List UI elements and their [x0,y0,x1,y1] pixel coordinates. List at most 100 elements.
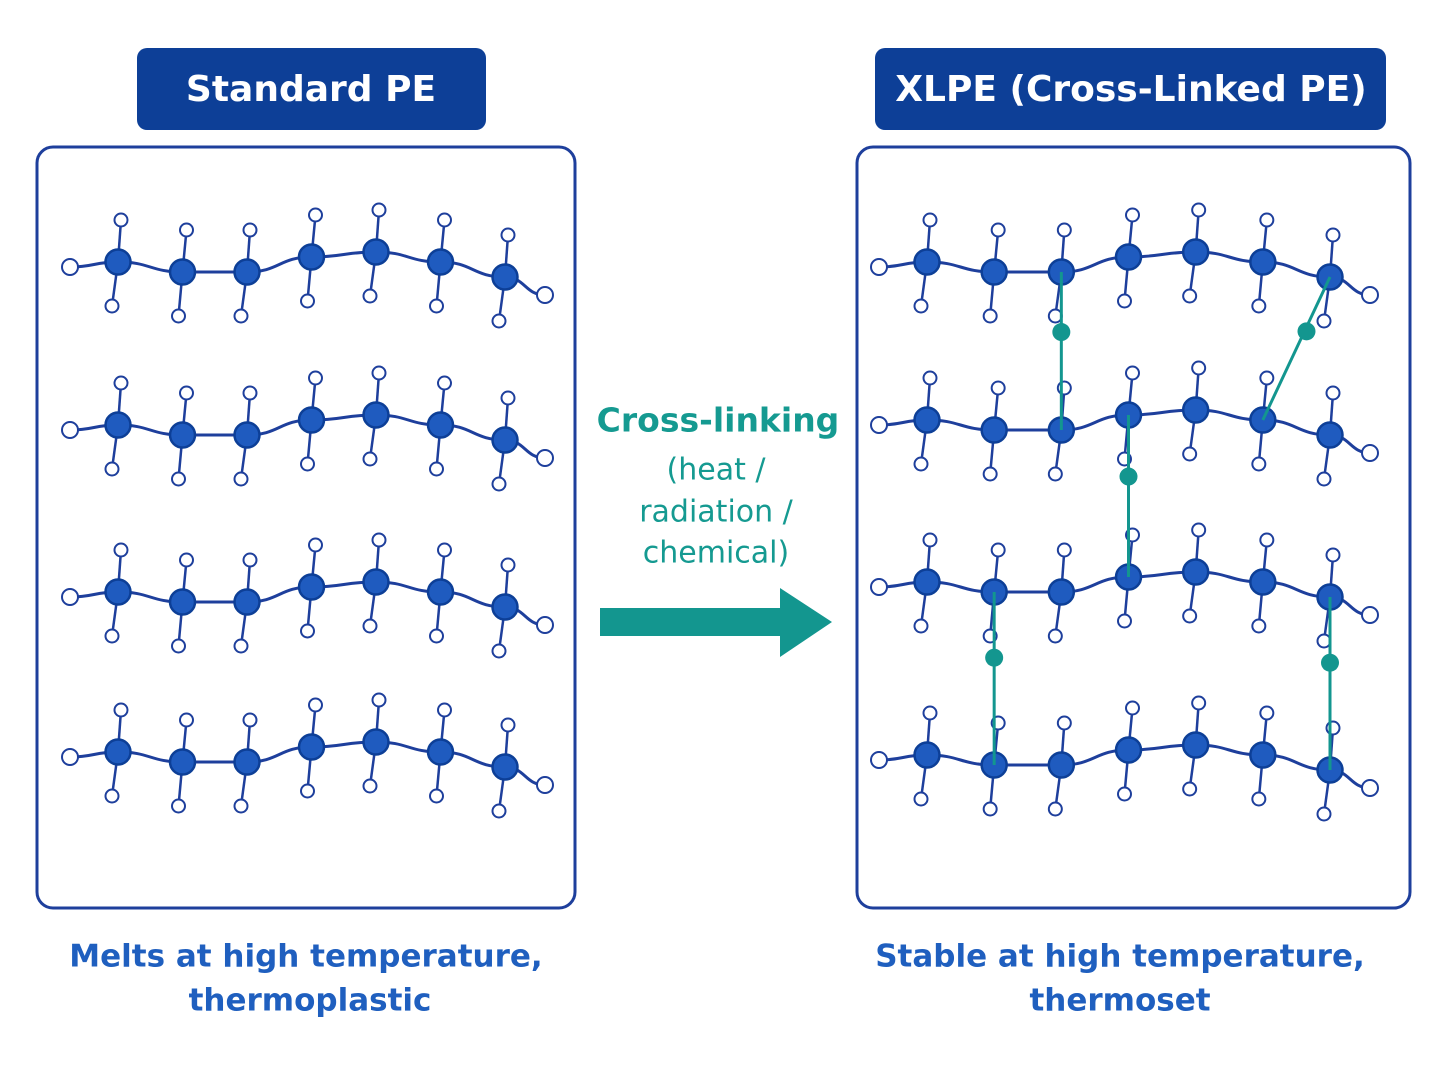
hydrogen [990,542,1006,558]
hydrogen [1117,613,1132,629]
carbon [1316,421,1344,449]
hydrogen [113,702,129,718]
carbon [104,738,132,766]
carbon [1181,558,1210,586]
carbon [1181,396,1210,424]
hydrogen [171,308,186,324]
carbon [297,733,326,761]
hydrogen [990,222,1006,238]
hydrogen [113,375,129,391]
hydrogen [1325,385,1341,401]
hydrogen [362,778,378,794]
hydrogen [922,370,938,386]
hydrogen [233,471,249,487]
hydrogen [308,697,323,713]
carbon [233,748,261,776]
link-node [1297,322,1316,341]
hydrogen [179,222,194,238]
caption: thermoplastic [189,983,432,1019]
carbon [913,248,941,276]
hydrogen [300,623,315,639]
arrow-label: Cross-linking [597,401,840,440]
hydrogen [870,751,888,769]
right-title: XLPE (Cross-Linked PE) [895,69,1366,110]
hydrogen [491,643,507,659]
hydrogen [308,207,323,223]
hydrogen [429,461,444,477]
hydrogen [1125,207,1140,223]
hydrogen [179,385,194,401]
hydrogen [913,791,929,807]
hydrogen [870,578,888,596]
hydrogen [1056,542,1072,558]
hydrogen [371,202,387,218]
hydrogen [500,717,516,733]
hydrogen [171,798,186,814]
hydrogen [1325,720,1341,736]
hydrogen [233,798,249,814]
hydrogen [870,416,888,434]
carbon [1181,238,1210,266]
hydrogen [536,616,554,634]
hydrogen [113,542,129,558]
carbon [168,421,197,449]
hydrogen [362,288,378,304]
link-node [1119,467,1138,486]
carbon [297,406,326,434]
hydrogen [437,212,452,228]
hydrogen [913,456,929,472]
hydrogen [1117,293,1132,309]
hydrogen [113,212,129,228]
hydrogen [1361,606,1379,624]
hydrogen [1117,786,1132,802]
panel [855,145,1412,910]
carbon [168,748,197,776]
hydrogen [300,456,315,472]
hydrogen [491,476,507,492]
carbon [233,421,261,449]
carbon [913,568,941,596]
hydrogen [491,313,507,329]
hydrogen [233,638,249,654]
carbon [362,401,390,429]
arrow [600,588,832,657]
hydrogen [104,788,120,804]
hydrogen [922,212,938,228]
carbon [1181,731,1210,759]
hydrogen [1191,522,1207,538]
hydrogen [371,365,387,381]
hydrogen [437,702,452,718]
hydrogen [362,451,378,467]
hydrogen [1259,532,1275,548]
hydrogen [61,258,79,276]
hydrogen [1056,222,1072,238]
hydrogen [171,471,186,487]
carbon [362,728,390,756]
hydrogen [61,421,79,439]
arrow-condition: (heat / [667,453,767,488]
hydrogen [1182,608,1198,624]
hydrogen [1325,227,1341,243]
hydrogen [982,466,998,482]
carbon [491,753,519,781]
carbon [104,578,132,606]
hydrogen [922,532,938,548]
hydrogen [179,552,194,568]
hydrogen [1361,286,1379,304]
carbon [233,258,261,286]
hydrogen [913,618,929,634]
hydrogen [1259,212,1275,228]
hydrogen [429,788,444,804]
hydrogen [242,385,258,401]
carbon [168,258,197,286]
hydrogen [429,628,444,644]
hydrogen [1259,705,1275,721]
hydrogen [1259,370,1275,386]
hydrogen [171,638,186,654]
hydrogen [300,293,315,309]
carbon [491,263,519,291]
link-node [1052,323,1071,342]
carbon [426,578,455,606]
hydrogen [1316,313,1332,329]
carbon [1249,248,1277,276]
